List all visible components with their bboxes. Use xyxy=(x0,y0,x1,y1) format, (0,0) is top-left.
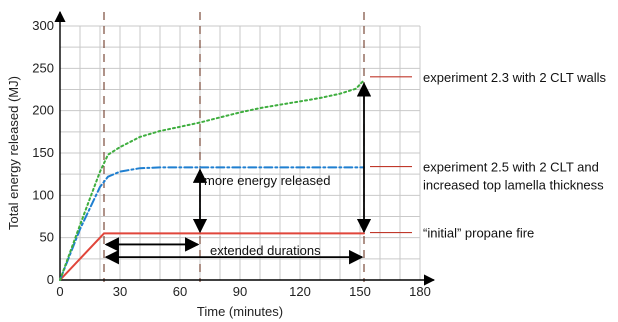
series-experiment-2-3 xyxy=(59,79,365,281)
grid xyxy=(59,25,421,281)
x-axis-title: Time (minutes) xyxy=(197,304,283,319)
y-tick-label: 100 xyxy=(32,187,54,202)
y-tick-label: 300 xyxy=(32,18,54,33)
x-tick-label: 120 xyxy=(289,284,311,299)
x-tick-label: 30 xyxy=(113,284,127,299)
annotation-experiment-2-3: experiment 2.3 with 2 CLT walls xyxy=(423,70,607,85)
y-tick-label: 150 xyxy=(32,145,54,160)
series-experiment-2-5 xyxy=(59,166,365,281)
series-initial-propane-fire xyxy=(59,232,365,281)
x-tick-label: 90 xyxy=(233,284,247,299)
annotation-initial-propane-fire: “initial” propane fire xyxy=(423,226,534,241)
x-tick-label: 60 xyxy=(173,284,187,299)
series-lines xyxy=(59,79,365,281)
y-tick-label: 200 xyxy=(32,103,54,118)
y-axis-title: Total energy released (MJ) xyxy=(6,76,21,230)
x-tick-label: 180 xyxy=(409,284,431,299)
annotation-experiment-2-5-line1: experiment 2.5 with 2 CLT and xyxy=(423,160,599,175)
x-tick-label: 150 xyxy=(349,284,371,299)
annotation-extended-durations: extended durations xyxy=(210,243,321,258)
vertical-markers xyxy=(103,12,365,282)
y-tick-label: 250 xyxy=(32,60,54,75)
annotation-arrows xyxy=(104,76,412,265)
annotation-experiment-2-5-line2: increased top lamella thickness xyxy=(423,178,604,193)
y-tick-label: 50 xyxy=(40,230,54,245)
axes xyxy=(54,10,436,286)
y-tick-label: 0 xyxy=(47,272,54,287)
annotation-more-energy-released: more energy released xyxy=(204,173,330,188)
y-tick-labels: 0 50 100 150 200 250 300 xyxy=(32,18,54,287)
x-tick-labels: 0 30 60 90 120 150 180 xyxy=(56,284,430,299)
x-tick-label: 0 xyxy=(56,284,63,299)
